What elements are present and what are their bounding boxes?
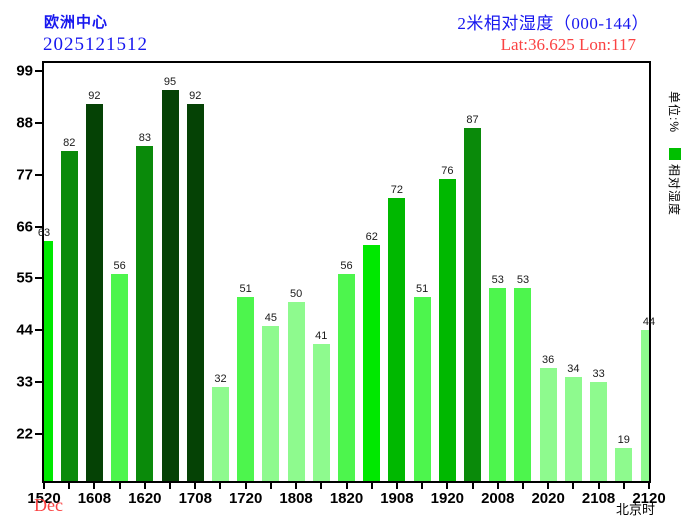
x-tick: [370, 483, 373, 489]
y-tick: [35, 432, 42, 435]
bars-layer: [44, 63, 649, 481]
x-tick: [521, 483, 524, 489]
plot-border: [42, 61, 651, 483]
bar: [615, 448, 633, 481]
x-tick: [572, 483, 575, 489]
bar: [363, 245, 381, 481]
y-tick-label: 22: [16, 425, 33, 443]
bar: [161, 89, 179, 481]
bar: [564, 377, 582, 481]
bar: [464, 127, 482, 481]
bar: [640, 330, 649, 481]
bar: [590, 382, 608, 481]
chart-title: 2米相对湿度（000-144）: [457, 14, 649, 33]
bar: [136, 146, 154, 481]
bar: [211, 386, 229, 481]
bar: [489, 287, 507, 481]
bar: [186, 104, 204, 481]
x-tick-label: 1808: [279, 490, 313, 507]
y-tick-label: 44: [16, 321, 33, 339]
x-tick-label: 1608: [77, 490, 112, 507]
x-tick: [547, 483, 550, 489]
x-tick-label: 2108: [581, 490, 616, 507]
bar: [237, 297, 255, 481]
bar: [262, 325, 280, 481]
x-tick: [169, 483, 172, 489]
x-tick: [269, 483, 272, 489]
bar: [413, 297, 431, 481]
x-tick: [320, 483, 323, 489]
model-run-label: 2025121512: [43, 34, 148, 55]
x-tick-label: 1820: [329, 490, 364, 507]
x-tick: [622, 483, 625, 489]
bar: [85, 104, 103, 481]
legend: 相对湿度: [668, 148, 682, 226]
y-tick-label: 33: [16, 373, 33, 391]
bar: [388, 198, 406, 481]
timezone-label: 北京时: [616, 502, 656, 517]
y-tick-label: 99: [16, 62, 33, 80]
y-tick: [35, 225, 42, 228]
x-tick: [597, 483, 600, 489]
y-tick-label: 66: [16, 218, 33, 236]
x-tick: [143, 483, 146, 489]
y-tick: [35, 121, 42, 124]
bar: [438, 179, 456, 481]
unit-axis-label: 单位:%: [667, 90, 681, 133]
x-tick: [446, 483, 449, 489]
legend-swatch-icon: [669, 148, 681, 160]
latlon-label: Lat:36.625 Lon:117: [500, 35, 636, 54]
x-tick: [648, 483, 650, 489]
x-tick-label: 1708: [178, 490, 212, 507]
bar: [287, 301, 305, 481]
bar: [514, 287, 532, 481]
y-tick: [35, 277, 42, 280]
x-tick: [295, 483, 298, 489]
x-tick: [194, 483, 197, 489]
y-tick-label: 77: [16, 166, 33, 184]
x-tick: [421, 483, 424, 489]
bar: [60, 151, 78, 481]
x-tick: [471, 483, 474, 489]
y-tick: [35, 173, 42, 176]
x-tick: [43, 483, 45, 489]
y-tick-label: 55: [16, 269, 33, 287]
month-label: Dec: [34, 495, 63, 515]
x-tick: [244, 483, 247, 489]
x-tick-label: 1908: [380, 490, 414, 507]
x-tick-label: 1720: [228, 490, 263, 507]
x-tick: [68, 483, 71, 489]
y-tick: [35, 70, 42, 72]
x-tick: [219, 483, 222, 489]
x-tick: [118, 483, 121, 489]
bar: [111, 273, 129, 481]
bar: [338, 273, 355, 481]
bar: [539, 367, 557, 481]
x-tick: [93, 483, 96, 489]
x-tick: [395, 483, 398, 489]
y-tick-label: 88: [16, 114, 33, 132]
x-tick: [496, 483, 499, 489]
bar: [312, 344, 330, 481]
x-tick-label: 2020: [531, 490, 565, 507]
model-source-label: 欧洲中心: [44, 14, 109, 31]
bar: [44, 240, 53, 481]
y-tick: [35, 381, 42, 384]
x-tick-label: 1620: [128, 490, 162, 507]
y-tick: [35, 329, 42, 332]
x-tick: [345, 483, 348, 489]
x-tick-label: 2008: [481, 490, 515, 507]
legend-label: 相对湿度: [667, 164, 682, 217]
x-tick-label: 1920: [430, 490, 465, 507]
